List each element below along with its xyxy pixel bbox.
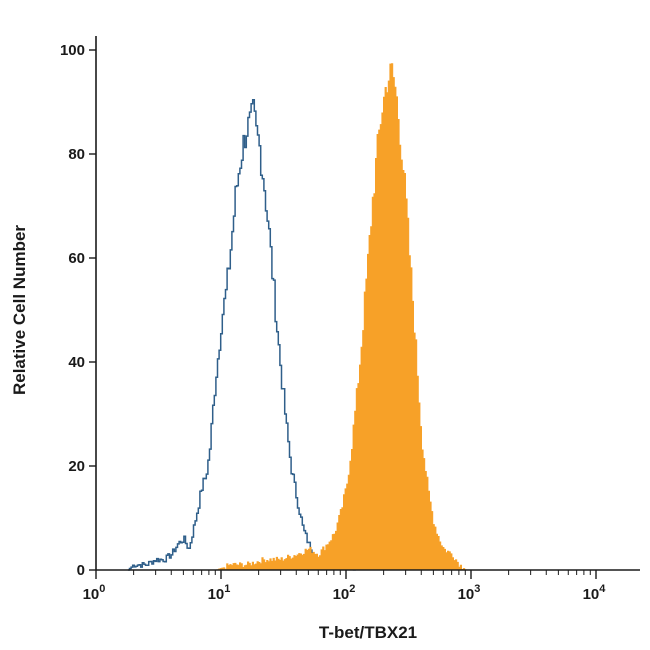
y-tick-label: 0 [77, 562, 85, 579]
filled-histogram-series [215, 63, 468, 571]
x-tick-label: 101 [208, 583, 231, 603]
y-tick-label: 20 [68, 458, 85, 475]
y-axis-ticks: 0 20 40 60 80 100 [60, 42, 96, 579]
y-tick-label: 100 [60, 42, 85, 59]
x-axis-label: T-bet/TBX21 [319, 623, 417, 642]
y-tick-label: 40 [68, 354, 85, 371]
y-axis-label: Relative Cell Number [10, 225, 29, 395]
x-tick-label: 104 [583, 583, 607, 603]
y-tick-label: 80 [68, 146, 85, 163]
y-tick-label: 60 [68, 250, 85, 267]
x-tick-label: 102 [333, 583, 356, 603]
x-axis-ticks: 100 101 102 103 104 [83, 570, 607, 603]
x-tick-label: 100 [83, 583, 106, 603]
series-layer [127, 63, 468, 571]
x-tick-label: 103 [458, 583, 481, 603]
